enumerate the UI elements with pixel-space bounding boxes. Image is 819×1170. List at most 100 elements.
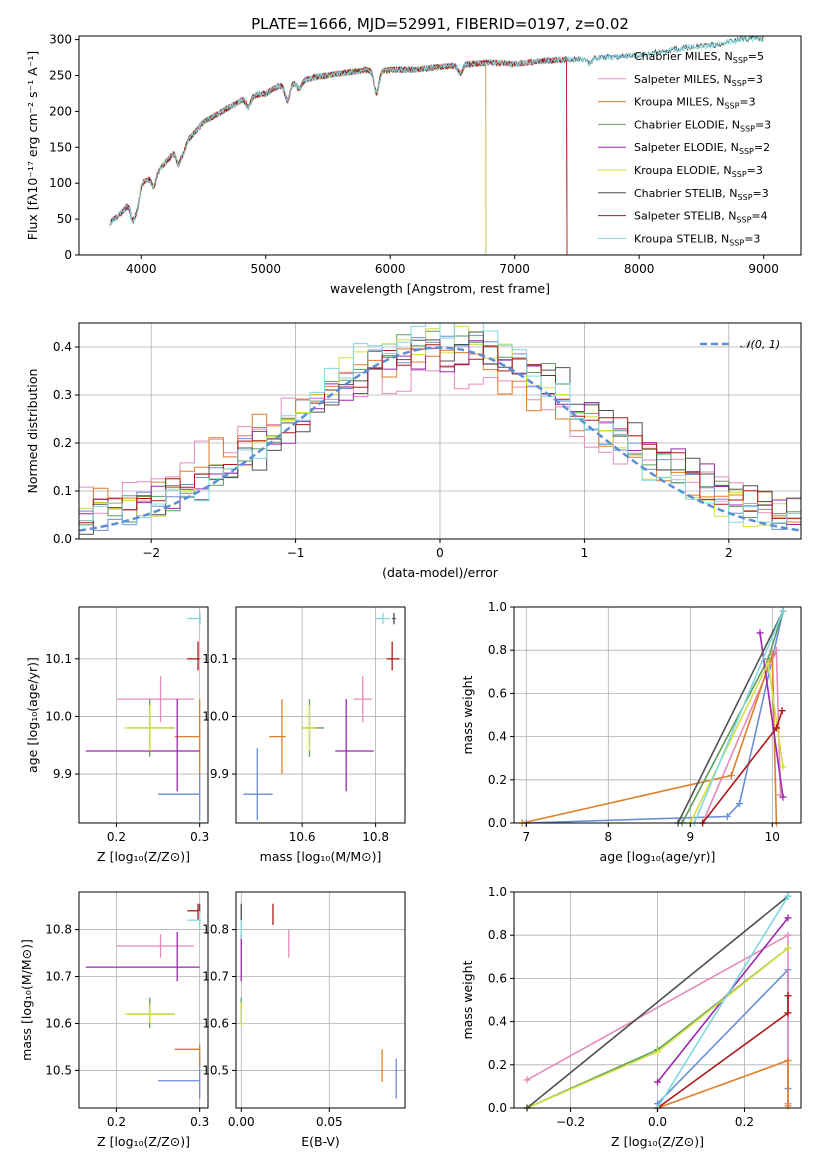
weight-marker bbox=[779, 607, 787, 615]
data-point bbox=[335, 699, 374, 792]
spectrum-plot-area bbox=[109, 36, 765, 255]
y-tick-label: 10.8 bbox=[202, 923, 229, 937]
y-tick-label: 200 bbox=[49, 104, 72, 118]
y-tick-label: 300 bbox=[49, 33, 72, 47]
y-tick-label: 10.0 bbox=[202, 709, 229, 723]
y-tick-label: 0 bbox=[64, 248, 72, 262]
weight-line bbox=[656, 895, 789, 1109]
spectrum-panel: 4000 5000 6000 7000 8000 9000 0 50 100 150 200 250 3… bbox=[25, 33, 802, 296]
axes-frame bbox=[235, 891, 406, 1109]
x-tick-label: 5000 bbox=[250, 262, 281, 276]
weight-marker bbox=[779, 763, 787, 771]
weight-series bbox=[654, 992, 792, 1112]
weight-series bbox=[654, 892, 792, 1112]
figure-title: PLATE=1666, MJD=52991, FIBERID=0197, z=0… bbox=[251, 15, 629, 33]
spectrum-line bbox=[109, 56, 568, 255]
x-axis-label: Z [log₁₀(Z/Z⊙)] bbox=[97, 849, 190, 864]
x-tick-label: 4000 bbox=[126, 262, 157, 276]
y-tick-label: 100 bbox=[49, 176, 72, 190]
y-tick-label: 0.0 bbox=[488, 816, 507, 830]
weight-marker bbox=[784, 914, 792, 922]
x-axis-label: E(B-V) bbox=[301, 1134, 340, 1149]
data-point bbox=[386, 641, 400, 671]
data-point bbox=[174, 1044, 201, 1066]
data-point bbox=[302, 704, 317, 751]
weight-line bbox=[526, 895, 789, 1109]
x-axis-label: Z [log₁₀(Z/Z⊙)] bbox=[97, 1134, 190, 1149]
data-point bbox=[375, 612, 391, 625]
weight-line bbox=[693, 610, 784, 824]
x-tick-label: −1 bbox=[287, 546, 305, 560]
weight-marker bbox=[764, 659, 772, 667]
x-axis-label: Z [log₁₀(Z/Z⊙)] bbox=[611, 1134, 704, 1149]
y-tick-label: 150 bbox=[49, 140, 72, 154]
weight-marker bbox=[784, 931, 792, 939]
y-tick-label: 10.0 bbox=[45, 709, 72, 723]
data-point bbox=[85, 699, 200, 792]
weight-line bbox=[677, 610, 784, 824]
y-tick-label: 10.5 bbox=[202, 1063, 229, 1077]
x-tick-label: 2 bbox=[725, 546, 733, 560]
x-tick-label: 0.05 bbox=[316, 1115, 343, 1129]
x-tick-label: 8 bbox=[604, 830, 612, 844]
data-point bbox=[158, 1061, 201, 1099]
normal-curve bbox=[79, 346, 801, 532]
residuals-plot-area bbox=[79, 323, 801, 535]
weight-marker bbox=[654, 1048, 661, 1056]
weight-marker bbox=[523, 1076, 531, 1084]
weight-marker bbox=[756, 629, 764, 637]
y-tick-label: 10.7 bbox=[202, 970, 229, 984]
legend-entry: Chabrier ELODIE, NSSP=3 bbox=[634, 118, 771, 133]
data-point bbox=[187, 910, 202, 930]
y-tick-label: 0.0 bbox=[53, 532, 72, 546]
data-point bbox=[243, 748, 273, 821]
legend-entry: Chabrier MILES, NSSP=5 bbox=[634, 50, 764, 65]
weight-line bbox=[526, 611, 784, 824]
spectrum-line bbox=[109, 56, 568, 255]
x-tick-label: 7 bbox=[522, 830, 530, 844]
weight-line bbox=[759, 632, 784, 798]
y-tick-label: 10.5 bbox=[45, 1063, 72, 1077]
weight-line bbox=[701, 710, 783, 824]
x-tick-label: 0.3 bbox=[190, 1115, 209, 1129]
y-tick-label: 10.6 bbox=[202, 1016, 229, 1030]
y-tick-label: 0.4 bbox=[53, 340, 72, 354]
x-tick-label: 9000 bbox=[748, 262, 779, 276]
y-tick-label: 10.7 bbox=[45, 970, 72, 984]
data-point bbox=[187, 903, 200, 921]
x-tick-label: −0.2 bbox=[556, 1115, 585, 1129]
y-tick-label: 1.0 bbox=[488, 600, 507, 614]
y-tick-label: 0.8 bbox=[488, 643, 507, 657]
y-tick-label: 0.4 bbox=[488, 1015, 507, 1029]
y-tick-label: 10.1 bbox=[202, 652, 229, 666]
legend-entry: Salpeter ELODIE, NSSP=2 bbox=[634, 141, 770, 156]
y-tick-label: 250 bbox=[49, 68, 72, 82]
x-tick-label: 7000 bbox=[499, 262, 530, 276]
legend-entry: Kroupa ELODIE, NSSP=3 bbox=[634, 164, 763, 179]
legend-entry: Chabrier STELIB, NSSP=3 bbox=[634, 187, 769, 202]
scatter-plot-area bbox=[85, 903, 202, 1099]
legend-entry: Kroupa STELIB, NSSP=3 bbox=[634, 232, 760, 247]
x-axis-label: (data-model)/error bbox=[382, 565, 499, 580]
age-vs-Z-panel: 0.2 0.3 9.9 10.0 10.1 Z [log₁₀(Z/Z⊙)] age [log… bbox=[25, 606, 209, 864]
x-tick-label: 10.6 bbox=[289, 830, 316, 844]
y-tick-label: 1.0 bbox=[488, 885, 507, 899]
axes-frame bbox=[78, 891, 209, 1109]
mass-weight-vs-age-panel: 7 8 9 10 0.0 0.2 0.4 0.6 0.8 1.0 age [log₁₀(age/yr… bbox=[460, 600, 802, 864]
spectrum-legend: Chabrier MILES, NSSP=5 Salpeter MILES, NS… bbox=[598, 50, 771, 247]
spectrum-line bbox=[109, 55, 568, 255]
y-tick-label: 0.1 bbox=[53, 484, 72, 498]
x-tick-label: 9 bbox=[686, 830, 694, 844]
x-tick-label: 0.00 bbox=[228, 1115, 255, 1129]
scatter-plot-area bbox=[240, 903, 397, 1099]
mass-vs-Z-panel: 0.2 0.3 10.5 10.6 10.7 10.8 Z [log₁₀(Z/Z⊙)] mas… bbox=[19, 891, 209, 1149]
spectrum-line bbox=[109, 56, 568, 255]
x-tick-label: 8000 bbox=[624, 262, 655, 276]
y-axis-label: mass weight bbox=[460, 960, 475, 1039]
data-point bbox=[158, 774, 201, 821]
weight-marker bbox=[784, 944, 792, 952]
axes-frame bbox=[78, 35, 802, 256]
data-point bbox=[124, 704, 175, 751]
axes-frame bbox=[513, 606, 802, 824]
